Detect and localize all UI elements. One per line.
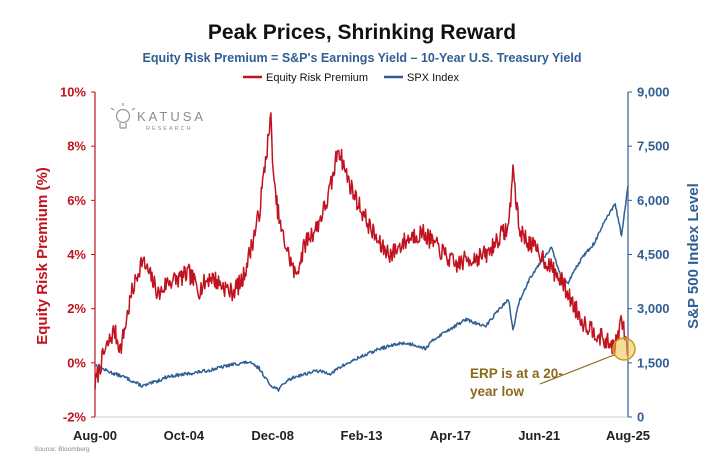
- y-right-tick-label: 6,000: [637, 193, 670, 208]
- y-left-tick-label: 4%: [67, 247, 86, 262]
- legend-label-spx: SPX Index: [407, 72, 459, 84]
- y-right-tick-label: 4,500: [637, 247, 670, 262]
- legend: Equity Risk Premium SPX Index: [243, 72, 459, 84]
- y-right-tick-label: 9,000: [637, 85, 670, 100]
- y-left-tick-label: 6%: [67, 193, 86, 208]
- y-axis-left-label: Equity Risk Premium (%): [34, 167, 51, 345]
- chart-title: Peak Prices, Shrinking Reward: [208, 21, 516, 44]
- low-annotation: ERP is at a 20- year low: [470, 337, 636, 399]
- y-right-tick-label: 7,500: [637, 139, 670, 154]
- y-right-tick-label: 3,000: [637, 301, 670, 316]
- x-tick-label: Dec-08: [251, 428, 294, 443]
- y-left-tick-label: 2%: [67, 301, 86, 316]
- y-left-tick-label: 10%: [60, 85, 86, 100]
- x-tick-label: Aug-00: [73, 428, 117, 443]
- logo-name: KATUSA: [137, 109, 206, 124]
- y-axis-right-ticks: 0 1,500 3,000 4,500 6,000 7,500 9,000: [628, 85, 670, 425]
- x-tick-label: Feb-13: [341, 428, 383, 443]
- x-tick-label: Aug-25: [606, 428, 650, 443]
- logo-sub: RESEARCH: [146, 126, 193, 132]
- y-axis-right-label: S&P 500 Index Level: [685, 183, 702, 329]
- series-line-spx: [94, 185, 629, 392]
- y-right-tick-label: 0: [637, 410, 644, 425]
- y-axis-left-ticks: -2% 0% 2% 4% 6% 8% 10%: [60, 85, 95, 425]
- x-tick-label: Jun-21: [518, 428, 560, 443]
- series-layer: [94, 112, 629, 392]
- x-tick-label: Oct-04: [164, 428, 205, 443]
- series-line-erp: [94, 112, 629, 390]
- y-left-tick-label: 0%: [67, 355, 86, 370]
- y-right-tick-label: 1,500: [637, 355, 670, 370]
- x-tick-label: Apr-17: [430, 428, 471, 443]
- chart-subtitle: Equity Risk Premium = S&P's Earnings Yie…: [143, 51, 582, 65]
- annotation-line-1: ERP is at a 20-: [470, 366, 563, 381]
- katusa-logo: KATUSA RESEARCH: [110, 103, 206, 132]
- lightbulb-icon: [110, 103, 136, 129]
- highlight-circle: [612, 337, 636, 361]
- annotation-pointer: [539, 354, 615, 385]
- source-note: Source: Bloomberg: [34, 446, 90, 453]
- y-left-tick-label: 8%: [67, 139, 86, 154]
- x-axis-ticks: Aug-00 Oct-04 Dec-08 Feb-13 Apr-17 Jun-21 Aug-…: [73, 428, 650, 443]
- y-left-tick-label: -2%: [63, 410, 87, 425]
- legend-label-erp: Equity Risk Premium: [266, 72, 368, 84]
- annotation-line-2: year low: [470, 384, 525, 399]
